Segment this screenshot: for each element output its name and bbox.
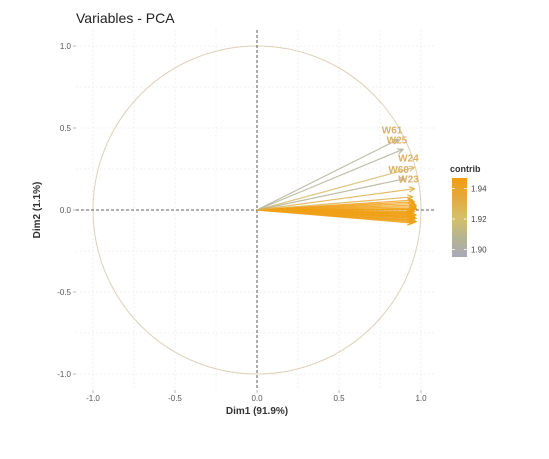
variable-label-w24: W24 (398, 153, 419, 164)
arrow-shaft (256, 166, 415, 211)
variable-arrow-w25 (256, 148, 405, 211)
arrow-shaft (256, 148, 404, 211)
arrow-head (392, 138, 400, 145)
arrow-shaft (256, 138, 399, 211)
arrow-shaft (256, 178, 405, 211)
x-axis-ticks: -1.0 -0.5 0.0 0.5 1.0 (86, 390, 427, 403)
arrow-head (410, 206, 418, 213)
legend-tick-label: 1.90 (471, 245, 487, 254)
variable-arrow-w24 (256, 165, 416, 211)
variable-arrow-w23 (256, 186, 416, 211)
arrow-shaft (256, 209, 413, 214)
arrow-shaft (256, 208, 417, 211)
arrow-head (398, 176, 406, 183)
x-tick-label: -1.0 (86, 394, 100, 403)
x-tick-label: 1.0 (415, 394, 427, 403)
arrow-head (408, 165, 416, 172)
arrow-head (408, 186, 416, 193)
x-axis-label: Dim1 (91.9%) (226, 406, 288, 417)
legend-tick-label: 1.92 (471, 215, 487, 224)
legend-tick-label: 1.94 (471, 185, 487, 194)
variable-label-w60: W60 (388, 165, 409, 176)
arrow-shaft (256, 209, 413, 224)
y-axis-ticks: -1.0 -0.5 0.0 0.5 1.0 (57, 42, 76, 379)
variable-arrows (256, 138, 418, 226)
variable-arrow-w61 (256, 138, 400, 211)
contrib-legend: contrib 1.94 1.92 1.90 (450, 164, 487, 257)
variable-label-w25: W25 (387, 135, 408, 146)
variable-label-w23: W23 (398, 175, 419, 186)
y-tick-label: 0.5 (60, 124, 72, 133)
x-tick-label: -0.5 (168, 394, 182, 403)
y-tick-label: -1.0 (57, 370, 71, 379)
y-tick-label: 0.0 (60, 206, 72, 215)
y-tick-label: 1.0 (60, 42, 72, 51)
variable-arrow (256, 209, 415, 217)
x-tick-label: 0.5 (333, 394, 345, 403)
arrow-head (407, 219, 415, 226)
y-axis-label: Dim2 (1.1%) (32, 182, 43, 239)
variable-arrow-w60 (256, 176, 406, 211)
arrow-shaft (256, 188, 415, 211)
legend-ticks: 1.94 1.92 1.90 (452, 185, 487, 254)
arrow-head (407, 210, 415, 217)
legend-title: contrib (450, 164, 481, 174)
arrow-head (396, 148, 405, 155)
variable-arrow (256, 206, 418, 213)
variable-arrow (256, 209, 415, 226)
variable-label-w61: W61 (382, 125, 403, 136)
x-tick-label: 0.0 (251, 394, 263, 403)
chart-title: Variables - PCA (76, 10, 175, 26)
y-tick-label: -0.5 (57, 288, 71, 297)
legend-color-bar (452, 178, 467, 257)
